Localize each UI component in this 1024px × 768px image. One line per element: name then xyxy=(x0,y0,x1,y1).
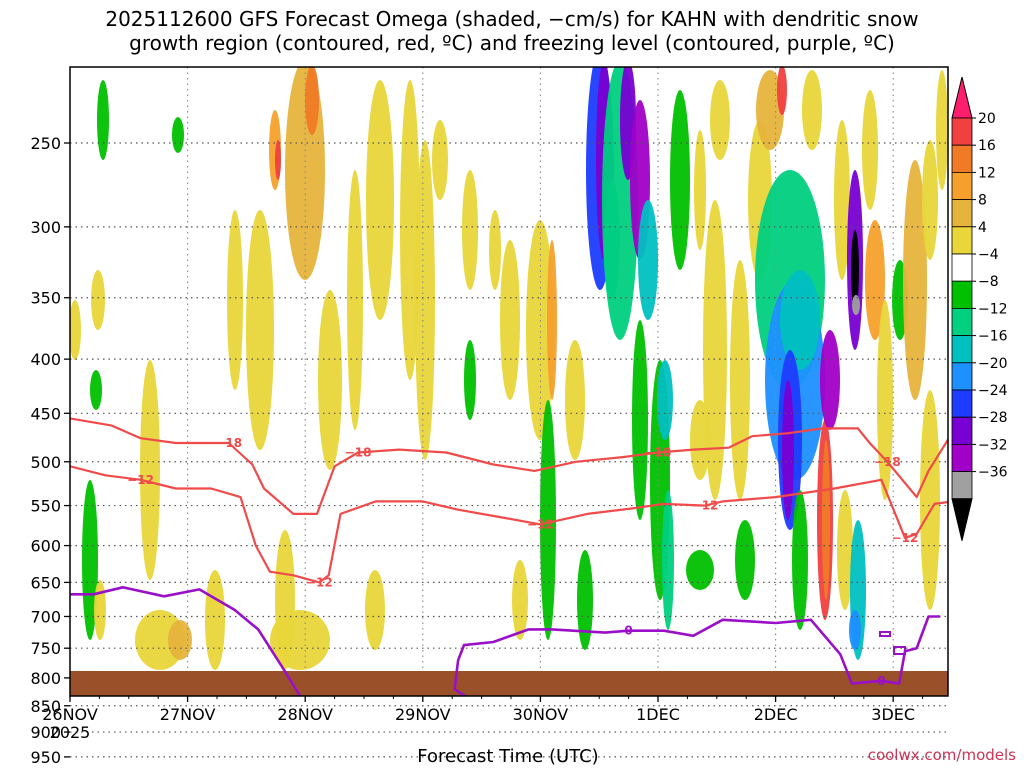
colorbar-label: 8 xyxy=(978,193,987,209)
x-axis-label: Forecast Time (UTC) xyxy=(417,746,598,767)
x-tick-label: 30NOV xyxy=(513,705,569,724)
colorbar-swatch xyxy=(951,171,973,200)
x-axis-ticks: 26NOV 27NOV 28NOV 29NOV 30NOV 1DEC 2DEC 3DEC xyxy=(42,696,924,724)
colorbar-label: −32 xyxy=(978,437,1008,453)
ground-surface xyxy=(70,671,948,696)
y-tick-label: 750 xyxy=(30,639,61,658)
y-tick-label: 800 xyxy=(30,669,61,688)
colorbar-swatch xyxy=(951,389,973,418)
dgz-minus12-contour-label: −12 xyxy=(527,517,554,531)
y-tick-label: 700 xyxy=(30,607,61,626)
y-tick-label: 500 xyxy=(30,453,61,472)
colorbar-swatch xyxy=(951,471,973,500)
omega-shading xyxy=(70,67,948,670)
y-tick-label: 450 xyxy=(30,404,61,423)
x-tick-label: 28NOV xyxy=(277,705,333,724)
colorbar-label: −24 xyxy=(978,383,1008,399)
colorbar-label: −12 xyxy=(978,301,1008,317)
freezing-level-loop xyxy=(879,631,891,637)
colorbar-label: −8 xyxy=(978,274,999,290)
dgz-minus18-contour-label: −18 xyxy=(345,445,372,459)
colorbar-swatch xyxy=(951,416,973,445)
colorbar-label: −28 xyxy=(978,410,1008,426)
colorbar-label: 12 xyxy=(978,165,996,181)
colorbar-swatch xyxy=(951,253,973,282)
x-tick-label: 27NOV xyxy=(160,705,216,724)
colorbar-swatch xyxy=(951,117,973,146)
colorbar-swatch xyxy=(951,226,973,255)
x-tick-label: 2DEC xyxy=(754,705,798,724)
credit-label: coolwx.com/models xyxy=(868,746,1016,764)
dgz-minus12-contour-label: −12 xyxy=(306,575,333,589)
chart-title-line-1: 2025112600 GFS Forecast Omega (shaded, −… xyxy=(105,7,918,31)
y-tick-label: 400 xyxy=(30,350,61,369)
colorbar-swatch xyxy=(951,144,973,173)
chart-title-line-2: growth region (contoured, red, ºC) and f… xyxy=(129,31,895,55)
x-year-label: 2025 xyxy=(50,723,91,742)
colorbar-swatch xyxy=(951,362,973,391)
x-tick-label: 26NOV xyxy=(42,705,98,724)
y-axis-ticks: 250 300 350 400 450 500 550 600 650 700 750 800 850 9… xyxy=(30,134,70,767)
dgz-minus18-contour-label: −18 xyxy=(645,445,672,459)
dgz-minus18-contour-label: −18 xyxy=(874,455,901,469)
dgz-minus12-contour-label: −12 xyxy=(692,499,719,513)
colorbar-swatch xyxy=(951,335,973,364)
colorbar-label: −20 xyxy=(978,356,1008,372)
dgz-minus18-contour-label: −18 xyxy=(215,436,242,450)
colorbar-label: −16 xyxy=(978,329,1008,345)
dgz-minus18-contour xyxy=(70,417,948,515)
colorbar-label: 4 xyxy=(978,220,987,236)
colorbar-swatch xyxy=(951,199,973,228)
x-tick-label: 3DEC xyxy=(871,705,915,724)
colorbar-swatch xyxy=(951,443,973,472)
dgz-minus12-contour-label: −12 xyxy=(127,473,154,487)
y-tick-label: 250 xyxy=(30,134,61,153)
colorbar-swatch xyxy=(951,307,973,336)
y-tick-label: 350 xyxy=(30,289,61,308)
dgz-minus12-contour-label: −12 xyxy=(892,531,919,545)
x-tick-label: 29NOV xyxy=(395,705,451,724)
colorbar-swatch xyxy=(951,280,973,309)
freezing-level-contour xyxy=(70,586,941,696)
y-tick-label: 900 xyxy=(30,723,61,742)
plot-frame xyxy=(69,66,949,697)
contour-layer: −18−18−18−18−12−12−12−12−12000 xyxy=(70,417,948,696)
colorbar-top-arrow xyxy=(951,76,973,119)
freezing-level-loop xyxy=(893,646,906,655)
x-tick-label: 1DEC xyxy=(636,705,680,724)
colorbar-label: 20 xyxy=(978,111,996,127)
colorbar: 20 16 12 8 4 −4 −8 −12 −16 −20 −24 −28 −32 −36 xyxy=(951,76,1008,541)
y-tick-label: 300 xyxy=(30,218,61,237)
freezing-level-contour-label: 0 xyxy=(624,624,632,638)
colorbar-label: −4 xyxy=(978,247,999,263)
y-tick-label: 950 xyxy=(30,748,61,767)
colorbar-label: −36 xyxy=(978,465,1008,481)
colorbar-label: 16 xyxy=(978,138,996,154)
freezing-level-contour-label: 0 xyxy=(877,674,885,688)
y-tick-label: 650 xyxy=(30,573,61,592)
dgz-minus12-contour xyxy=(70,465,948,584)
colorbar-bottom-arrow xyxy=(951,498,973,541)
y-tick-label: 550 xyxy=(30,497,61,516)
y-tick-label: 850 xyxy=(30,697,61,716)
y-tick-label: 600 xyxy=(30,537,61,556)
